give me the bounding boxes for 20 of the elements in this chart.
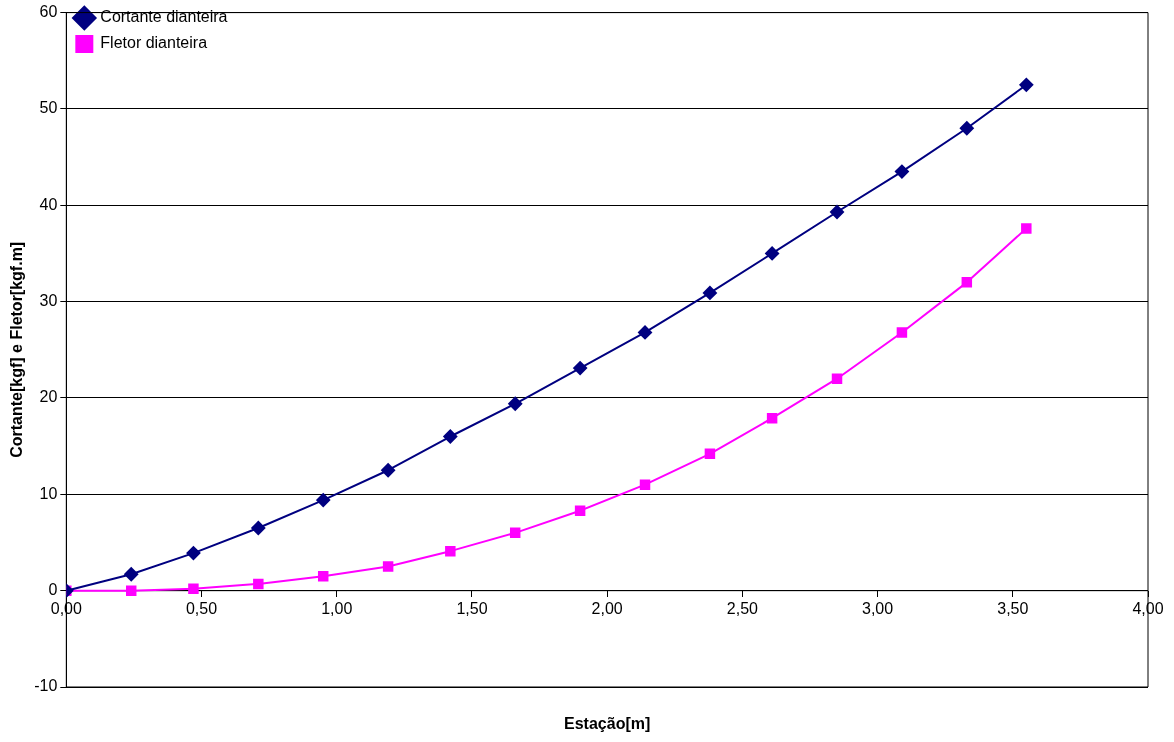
y-tick-label: 60 — [39, 3, 58, 21]
y-tick-label: 40 — [39, 195, 58, 213]
legend-label: Fletor dianteira — [100, 34, 208, 52]
y-tick-label: 0 — [48, 581, 58, 599]
legend-label: Cortante dianteira — [100, 8, 228, 26]
x-tick-label: 3,50 — [997, 599, 1029, 617]
x-tick-label: 3,00 — [862, 599, 894, 617]
y-axis-title: Cortante[kgf] e Fletor[kgf.m] — [8, 241, 26, 458]
y-tick-label: 50 — [39, 99, 58, 117]
x-axis-title: Estação[m] — [564, 715, 651, 733]
x-tick-label: 1,50 — [456, 599, 488, 617]
y-tick-label: -10 — [34, 677, 58, 695]
y-tick-label: 10 — [39, 484, 58, 502]
x-tick-label: 2,00 — [591, 599, 623, 617]
x-tick-label: 4,00 — [1132, 599, 1164, 617]
x-tick-label: 2,50 — [726, 599, 759, 617]
y-tick-label: 20 — [39, 388, 58, 406]
x-tick-label: 0,50 — [185, 599, 218, 617]
y-tick-label: 30 — [39, 292, 58, 310]
x-tick-label: 1,00 — [321, 599, 353, 617]
